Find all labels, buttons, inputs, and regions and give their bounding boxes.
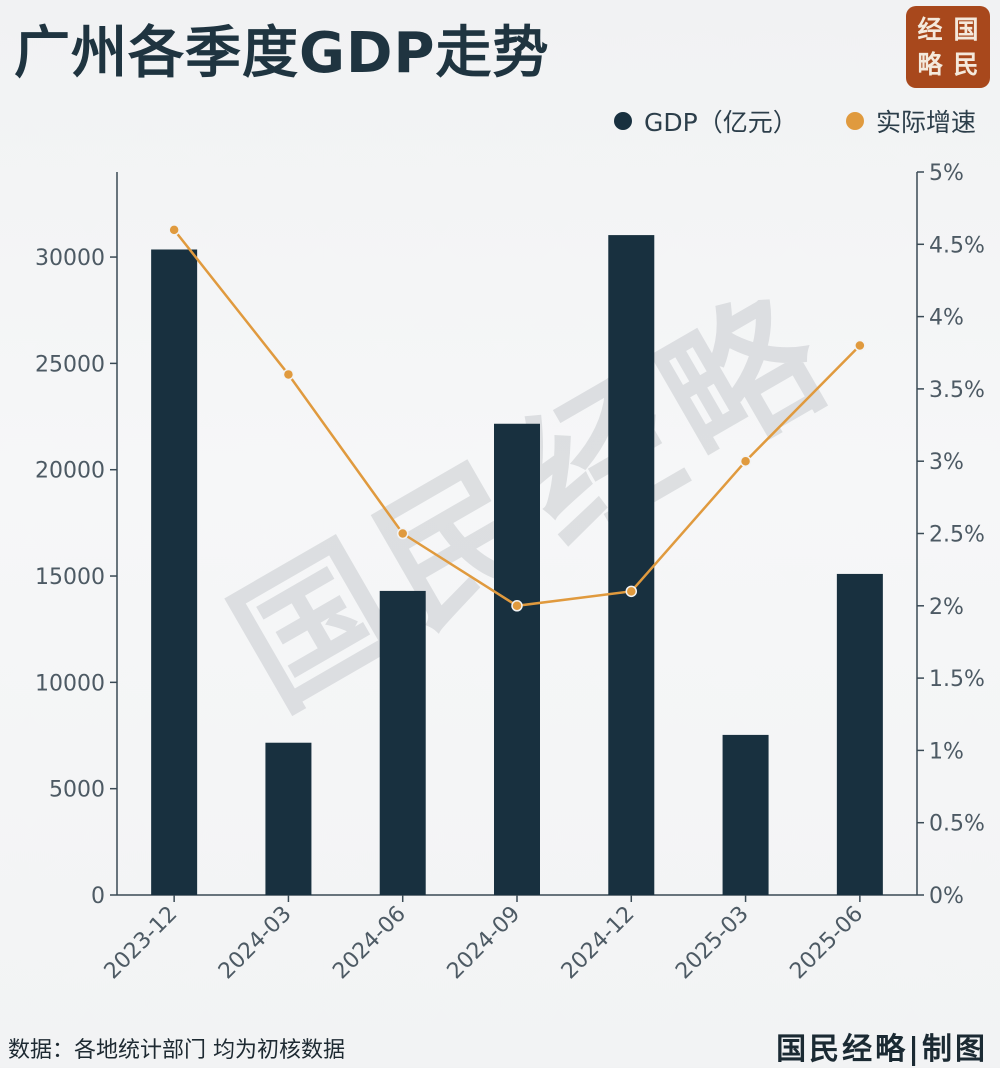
- y-right-tick-label: 0.5%: [929, 812, 985, 837]
- growth-point: [739, 455, 752, 467]
- y-left-tick-label: 25000: [35, 352, 105, 377]
- y-right-tick-label: 3.5%: [929, 378, 985, 403]
- y-left-tick-label: 15000: [35, 565, 105, 590]
- y-right-tick-label: 2.5%: [929, 523, 985, 548]
- gdp-bar: [722, 734, 769, 895]
- growth-point: [625, 585, 638, 598]
- legend-gdp-marker: [614, 112, 632, 130]
- page-title: 广州各季度GDP走势: [14, 21, 550, 86]
- gdp-bar: [836, 573, 883, 895]
- data-source-note: 数据：各地统计部门 均为初核数据: [8, 1038, 345, 1063]
- x-tick-label: 2024-12: [557, 902, 640, 985]
- legend-growth-marker: [846, 112, 864, 130]
- x-tick-label: 2024-03: [214, 902, 297, 985]
- gdp-bar: [608, 235, 655, 895]
- legend-growth-label: 实际增速: [876, 108, 977, 137]
- seal-char: 经: [917, 15, 943, 44]
- gdp-bar: [265, 742, 312, 895]
- x-tick-label: 2024-09: [443, 902, 526, 985]
- y-left-tick-label: 30000: [35, 246, 105, 271]
- seal-char: 略: [917, 50, 943, 79]
- growth-point: [854, 339, 866, 352]
- legend-growth: 实际增速: [846, 101, 976, 141]
- seal-char: 国: [953, 15, 979, 44]
- gdp-bar: [151, 249, 198, 895]
- legend-gdp-label: GDP（亿元）: [644, 108, 798, 137]
- seal-char: 民: [953, 50, 979, 79]
- growth-point: [396, 527, 409, 540]
- y-left-tick-label: 0: [91, 884, 105, 909]
- brand-credit: 国民经略|制图: [776, 1032, 988, 1067]
- brand-seal: 经 国 略 民: [906, 6, 990, 88]
- x-tick-label: 2023-12: [100, 902, 183, 985]
- y-right-tick-label: 2%: [929, 595, 964, 620]
- gdp-bar: [379, 590, 426, 895]
- x-tick-label: 2025-06: [785, 902, 868, 985]
- y-right-tick-label: 3%: [929, 450, 964, 475]
- y-right-tick-label: 4%: [929, 306, 964, 331]
- growth-point: [511, 600, 523, 612]
- y-right-tick-label: 1.5%: [929, 667, 985, 692]
- y-right-tick-label: 0%: [929, 884, 964, 909]
- x-tick-label: 2025-03: [671, 902, 754, 985]
- y-right-tick-label: 4.5%: [929, 233, 985, 258]
- y-left-tick-label: 10000: [35, 671, 105, 696]
- y-right-tick-label: 1%: [929, 739, 964, 764]
- legend-gdp: GDP（亿元）: [614, 101, 798, 141]
- x-tick-label: 2024-06: [328, 902, 411, 985]
- gdp-bar: [494, 423, 540, 895]
- y-right-tick-label: 5%: [929, 161, 964, 186]
- y-left-tick-label: 5000: [49, 778, 105, 803]
- growth-point: [168, 224, 180, 236]
- y-left-tick-label: 20000: [35, 459, 105, 484]
- growth-point: [282, 368, 295, 381]
